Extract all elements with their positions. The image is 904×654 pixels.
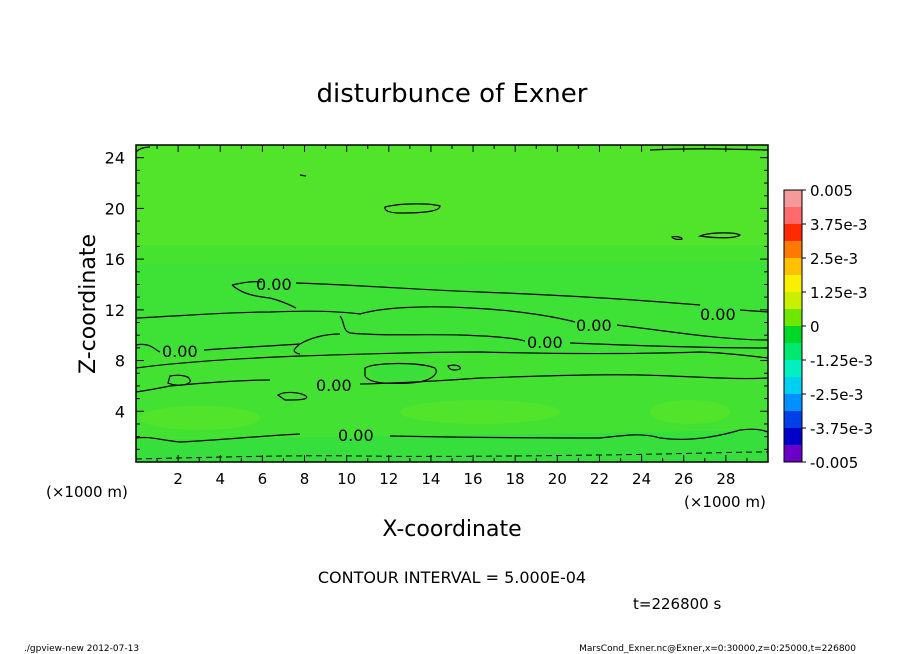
colorbar-label: -2.5e-3 xyxy=(810,386,863,404)
y-tick-label: 4 xyxy=(115,402,125,421)
x-tick-label: 12 xyxy=(379,470,398,488)
x-unit-label-right: (×1000 m) xyxy=(684,493,766,511)
colorbar-segment xyxy=(784,428,802,446)
colorbar-segment xyxy=(784,343,802,361)
colorbar-label: -1.25e-3 xyxy=(810,352,873,370)
time-text: t=226800 s xyxy=(633,595,721,613)
colorbar-segment xyxy=(784,445,802,463)
contour-line xyxy=(167,374,191,386)
contour-label: 0.00 xyxy=(700,305,736,324)
colorbar-label: 0.005 xyxy=(810,182,853,200)
x-tick-label: 4 xyxy=(215,470,225,488)
colorbar-segment xyxy=(784,258,802,276)
contour-line xyxy=(649,148,769,151)
field-blob-1 xyxy=(140,406,260,430)
y-axis-label: Z-coordinate xyxy=(76,234,101,374)
contour-label: 0.00 xyxy=(316,376,352,395)
x-tick-label: 22 xyxy=(590,470,609,488)
contour-label: 0.00 xyxy=(527,333,563,352)
contour-line xyxy=(697,232,742,239)
contour-label: 0.00 xyxy=(338,426,374,445)
contour-line xyxy=(135,351,769,369)
x-tick-label: 10 xyxy=(337,470,356,488)
contour-label: 0.00 xyxy=(256,275,292,294)
colorbar-segment xyxy=(784,377,802,395)
contour-label: 0.00 xyxy=(576,316,612,335)
x-tick-label: 28 xyxy=(716,470,735,488)
x-tick-label: 26 xyxy=(674,470,693,488)
contour-line-dashed xyxy=(135,451,769,460)
field-blob-3 xyxy=(650,400,730,424)
contour-line xyxy=(231,281,769,313)
colorbar-label: 3.75e-3 xyxy=(810,216,868,234)
colorbar-segment xyxy=(784,224,802,242)
x-tick-label: 20 xyxy=(548,470,567,488)
x-unit-label-left: (×1000 m) xyxy=(46,483,128,501)
x-tick-label: 24 xyxy=(632,470,651,488)
field-blob-2 xyxy=(400,400,560,424)
y-tick-label: 16 xyxy=(105,250,125,269)
x-tick-label: 18 xyxy=(506,470,525,488)
colorbar-label: 2.5e-3 xyxy=(810,250,858,268)
x-tick-label: 2 xyxy=(173,470,183,488)
colorbar-segment xyxy=(784,275,802,293)
contour-line xyxy=(276,391,308,401)
x-tick-label: 16 xyxy=(464,470,483,488)
contour-interval-text: CONTOUR INTERVAL = 5.000E-04 xyxy=(318,568,586,587)
contour-line xyxy=(135,146,151,153)
contour-line xyxy=(135,333,341,355)
footer-left: ./gpview-new 2012-07-13 xyxy=(24,644,139,654)
x-axis-label: X-coordinate xyxy=(382,517,521,542)
chart-title: disturbunce of Exner xyxy=(317,79,588,109)
contour-line xyxy=(135,306,769,341)
contour-lines xyxy=(135,146,769,443)
field-band-low xyxy=(136,352,768,440)
contour-line xyxy=(339,315,769,349)
y-tick-label: 12 xyxy=(105,301,125,320)
x-tick-label: 6 xyxy=(258,470,268,488)
colorbar-segment xyxy=(784,360,802,378)
colorbar-segment xyxy=(784,292,802,310)
contour-line xyxy=(299,174,307,177)
contour-line xyxy=(231,284,297,309)
plot-area: 0.00 0.00 0.00 0.00 0.00 0.00 0.00 xyxy=(135,144,769,463)
contour-line xyxy=(135,428,769,443)
colorbar-label: 0 xyxy=(810,318,820,336)
contour-line xyxy=(671,236,683,240)
colorbar-label: -3.75e-3 xyxy=(810,420,873,438)
colorbar-segment xyxy=(784,241,802,259)
colorbar-label: -0.005 xyxy=(810,454,858,472)
y-tick-label: 8 xyxy=(115,352,125,371)
colorbar-segment xyxy=(784,394,802,412)
field-blob-4 xyxy=(370,362,430,382)
colorbar-segment xyxy=(784,190,802,208)
contour-labels: 0.00 0.00 0.00 0.00 0.00 0.00 0.00 xyxy=(162,275,736,445)
footer-right: MarsCond_Exner.nc@Exner,x=0:30000,z=0:25… xyxy=(579,644,856,654)
colorbar-labels: 0.005 3.75e-3 2.5e-3 1.25e-3 0 -1.25e-3 -2.5e-… xyxy=(802,182,873,472)
colorbar-segment xyxy=(784,411,802,429)
y-axis-ticks: 4 8 12 16 20 24 xyxy=(105,149,768,450)
field-band-bottom xyxy=(136,430,768,462)
y-tick-label: 20 xyxy=(105,199,125,218)
colorbar-segment xyxy=(784,309,802,327)
x-tick-label: 8 xyxy=(300,470,310,488)
y-tick-label: 24 xyxy=(105,149,125,168)
colorbar-segment xyxy=(784,326,802,344)
contour-line xyxy=(364,362,437,385)
field-band-upper xyxy=(136,145,768,245)
colorbar xyxy=(783,189,803,463)
x-tick-label: 14 xyxy=(421,470,440,488)
colorbar-segment xyxy=(784,207,802,225)
colorbar-label: 1.25e-3 xyxy=(810,284,868,302)
contour-line xyxy=(447,364,461,371)
contour-line xyxy=(384,203,441,214)
x-axis-ticks: 2 4 6 8 10 12 14 16 18 20 22 24 26 28 xyxy=(156,145,748,488)
contour-label: 0.00 xyxy=(162,342,198,361)
